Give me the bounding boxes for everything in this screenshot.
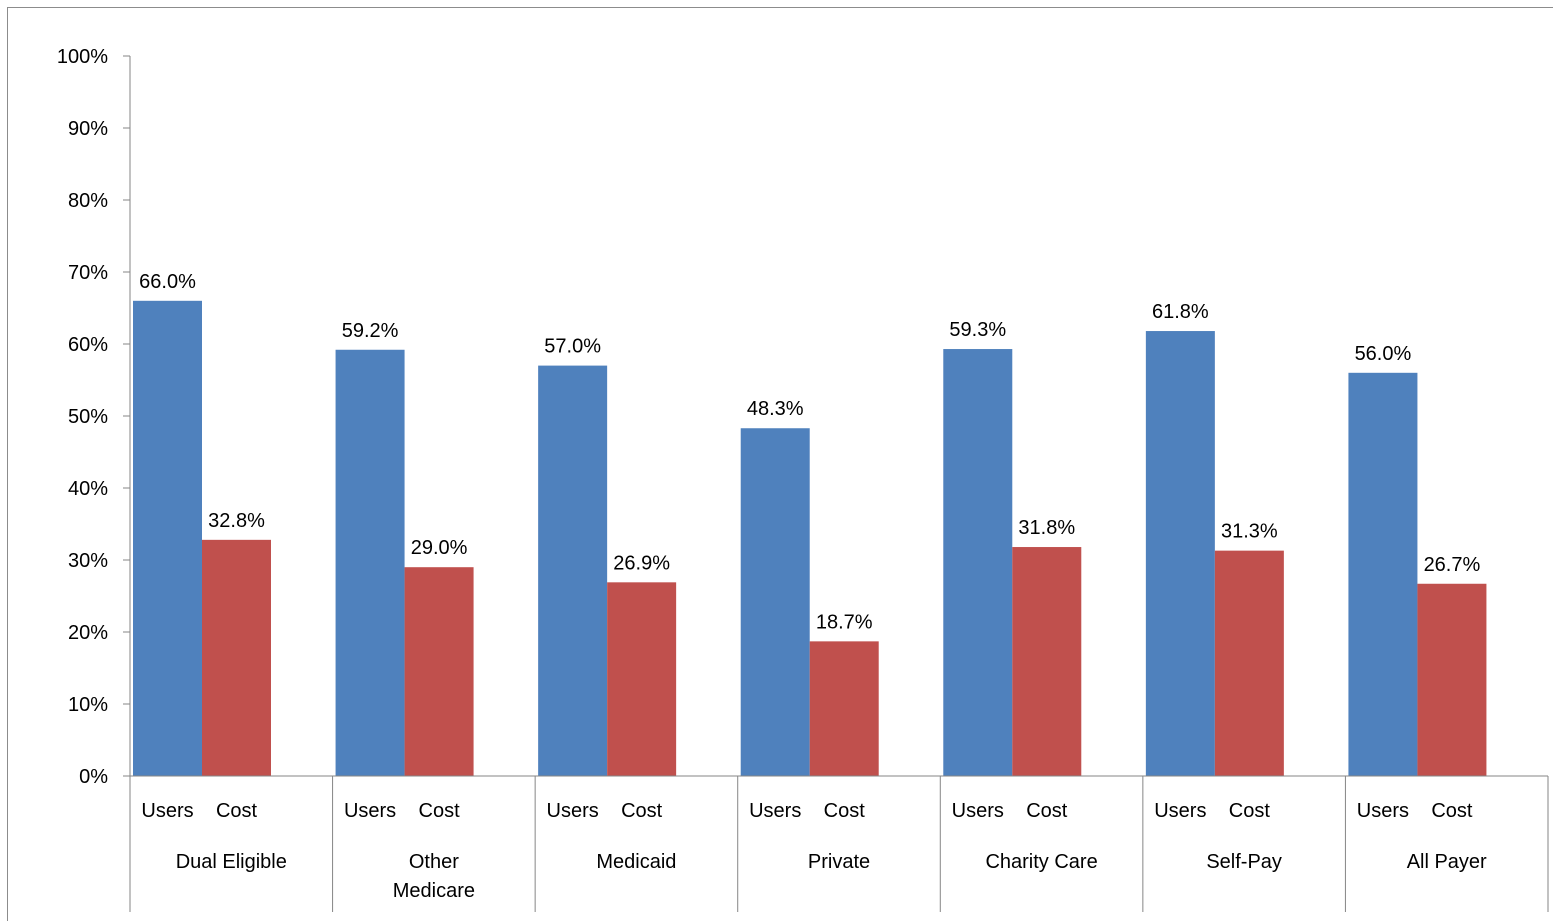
x-series-label: Cost	[419, 800, 461, 822]
data-label-users: 56.0%	[1355, 343, 1412, 365]
y-tick-label: 40%	[68, 478, 108, 500]
bar-users	[943, 349, 1013, 776]
x-series-label: Cost	[621, 800, 663, 822]
y-tick-label: 80%	[68, 190, 108, 212]
data-label-cost: 29.0%	[411, 537, 468, 559]
data-label-users: 48.3%	[747, 398, 804, 420]
x-axis: Users Cost Dual Eligible Users Cost Other Medi…	[129, 775, 1549, 912]
bar-users	[1145, 331, 1215, 776]
y-tick-label: 30%	[68, 550, 108, 572]
y-tick-label: 10%	[68, 694, 108, 716]
bar-users	[335, 349, 405, 776]
y-tick-label: 50%	[68, 406, 108, 428]
bars	[133, 300, 1487, 776]
bar-users	[538, 365, 608, 776]
bar-cost	[1012, 547, 1082, 776]
data-label-users: 59.2%	[342, 320, 399, 342]
data-label-users: 57.0%	[544, 336, 601, 358]
bar-cost	[607, 582, 677, 776]
y-tick-label: 60%	[68, 334, 108, 356]
y-tick-label: 20%	[68, 622, 108, 644]
x-group-label: Self-Pay	[1206, 851, 1282, 873]
data-labels: 66.0% 59.2% 57.0% 48.3% 59.3% 61.8% 56.0% 32.8%…	[139, 271, 1480, 634]
x-series-label: Cost	[216, 800, 258, 822]
x-series-label: Cost	[1229, 800, 1271, 822]
x-series-label: Users	[547, 800, 599, 822]
y-tick-label: 0%	[79, 766, 108, 788]
bar-cost	[1214, 550, 1284, 776]
y-axis: 0% 10% 20% 30% 40% 50% 60% 70% 80% 90% 100%	[57, 46, 131, 788]
data-label-users: 61.8%	[1152, 301, 1209, 323]
chart-frame	[7, 7, 1553, 921]
x-series-label: Users	[344, 800, 396, 822]
data-label-cost: 18.7%	[816, 611, 873, 633]
x-series-label: Users	[1154, 800, 1206, 822]
bar-cost	[1417, 583, 1487, 776]
x-series-label: Users	[749, 800, 801, 822]
bar-cost	[809, 641, 879, 776]
x-series-label: Cost	[824, 800, 866, 822]
bar-users	[740, 428, 810, 776]
y-tick-label: 90%	[68, 118, 108, 140]
bar-cost	[404, 567, 474, 776]
x-group-label: All Payer	[1407, 851, 1487, 873]
x-series-label: Users	[141, 800, 193, 822]
bar-users	[133, 300, 202, 776]
data-label-cost: 31.8%	[1018, 517, 1075, 539]
bar-users	[1348, 372, 1418, 776]
data-label-cost: 26.7%	[1424, 554, 1481, 576]
y-tick-label: 70%	[68, 262, 108, 284]
x-group-label: Medicaid	[596, 851, 676, 873]
y-tick-label: 100%	[57, 46, 108, 68]
x-series-label: Users	[952, 800, 1004, 822]
x-group-label: Private	[808, 851, 870, 873]
bar-cost	[202, 539, 271, 776]
data-label-cost: 26.9%	[613, 552, 670, 574]
x-series-label: Cost	[1026, 800, 1068, 822]
data-label-users: 66.0%	[139, 271, 196, 293]
x-series-label: Cost	[1431, 800, 1473, 822]
x-group-label: Medicare	[393, 880, 475, 902]
x-group-label: Charity Care	[985, 851, 1097, 873]
x-series-label: Users	[1357, 800, 1409, 822]
data-label-cost: 32.8%	[208, 510, 265, 532]
data-label-users: 59.3%	[949, 319, 1006, 341]
x-group-label: Dual Eligible	[176, 851, 287, 873]
data-label-cost: 31.3%	[1221, 521, 1278, 543]
x-group-label: Other	[409, 851, 459, 873]
